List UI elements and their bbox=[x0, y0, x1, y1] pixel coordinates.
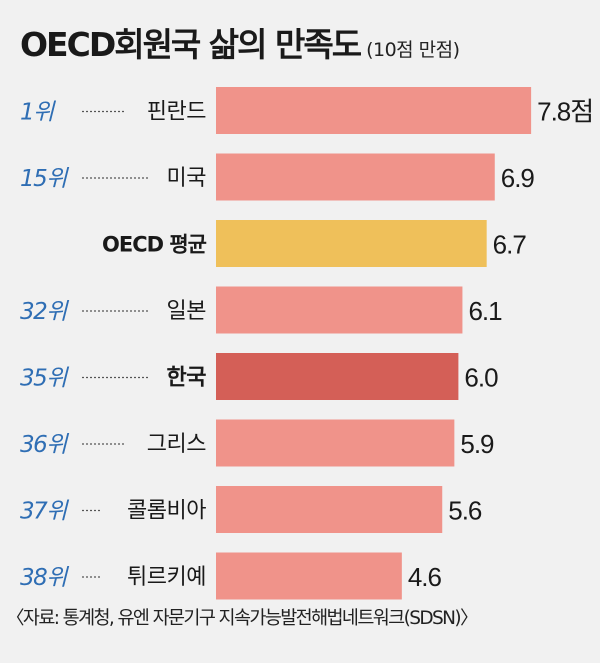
category-label-6: 콜롬비아 bbox=[127, 499, 206, 524]
chart-title: OECD회원국 삶의 만족도 bbox=[20, 25, 362, 64]
value-label-1: 6.9 bbox=[501, 163, 535, 193]
bar-7 bbox=[216, 552, 402, 600]
bar-5 bbox=[216, 419, 455, 467]
chart-unit-note: (10점 만점) bbox=[366, 39, 460, 61]
category-label-0: 핀란드 bbox=[147, 100, 206, 125]
bar-6 bbox=[216, 486, 443, 533]
value-label-7: 4.6 bbox=[408, 562, 442, 592]
rank-label-6: 37위 bbox=[20, 499, 69, 525]
category-label-1: 미국 bbox=[167, 166, 207, 191]
category-label-2: OECD 평균 bbox=[102, 233, 207, 257]
value-label-5: 5.9 bbox=[460, 429, 494, 459]
bar-1 bbox=[216, 153, 495, 201]
bar-3 bbox=[216, 286, 463, 334]
chart-title-row: OECD회원국 삶의 만족도 (10점 만점) bbox=[20, 18, 460, 66]
bar-0 bbox=[216, 87, 532, 134]
value-label-3: 6.1 bbox=[468, 296, 502, 326]
bar-4 bbox=[216, 353, 459, 400]
category-label-4: 한국 bbox=[167, 366, 207, 391]
value-label-2: 6.7 bbox=[493, 230, 527, 260]
bar-2 bbox=[216, 220, 487, 267]
rank-label-4: 35위 bbox=[20, 366, 69, 392]
value-label-0: 7.8점 bbox=[537, 97, 593, 127]
category-label-3: 일본 bbox=[167, 299, 207, 324]
rank-label-5: 36위 bbox=[20, 432, 69, 458]
value-label-4: 6.0 bbox=[464, 363, 498, 393]
rank-label-1: 15위 bbox=[20, 166, 69, 192]
value-label-6: 5.6 bbox=[448, 496, 482, 526]
rank-label-0: 1위 bbox=[20, 100, 56, 126]
source-note: 〈자료: 통계청, 유엔 자문기구 지속가능발전해법네트워크(SDSN)〉 bbox=[6, 608, 479, 629]
category-label-7: 튀르키예 bbox=[127, 565, 206, 590]
category-label-5: 그리스 bbox=[147, 432, 206, 457]
rank-label-3: 32위 bbox=[20, 299, 69, 325]
rank-label-7: 38위 bbox=[20, 565, 69, 591]
